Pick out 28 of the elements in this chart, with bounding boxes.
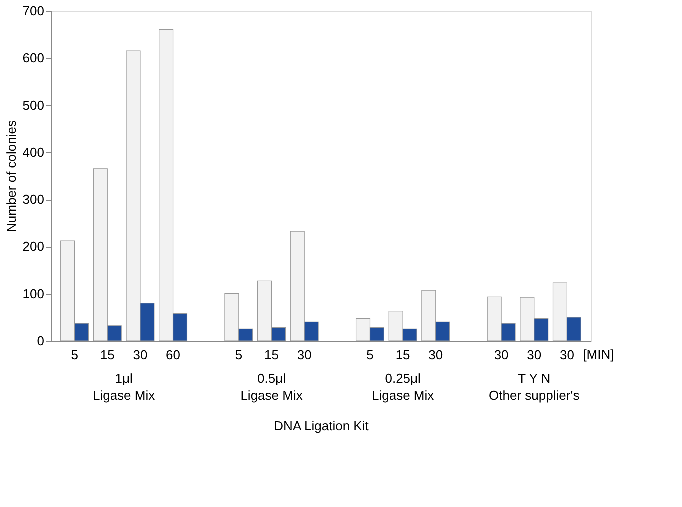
x-tick-label: 30 [133, 348, 148, 362]
text: 0.25μl Ligase Mix [372, 371, 435, 403]
x-tick-label: 30 [428, 348, 444, 362]
y-tick-label: 300 [22, 192, 44, 208]
y-tick-label: 100 [22, 286, 44, 302]
x-axis-title: DNA Ligation Kit [274, 418, 370, 434]
text: 1μl Ligase Mix [92, 371, 156, 403]
text: [MIN] [583, 347, 614, 362]
x-tick-label: 5 [71, 348, 78, 362]
y-tick-label: 400 [22, 144, 44, 160]
y-axis-title: Number of colonies [4, 120, 19, 232]
x-tick-label: 15 [396, 348, 410, 362]
y-tick-label: 600 [22, 50, 44, 66]
x-tick-label: 30 [527, 348, 542, 362]
x-tick-label: 5 [366, 348, 374, 362]
text: T Y N Other supplier's [489, 371, 580, 403]
x-tick-label: 30 [297, 348, 312, 362]
x-tick-label: 60 [166, 348, 181, 362]
y-tick-label: 500 [22, 98, 44, 113]
y-tick-label: 0 [37, 334, 44, 348]
x-tick-label: 30 [560, 348, 574, 362]
x-tick-label: 15 [100, 348, 115, 362]
y-tick-label: 200 [22, 239, 44, 254]
y-tick-label: 700 [22, 4, 44, 18]
text: 0.5μl Ligase Mix [240, 371, 304, 403]
x-tick-label: 15 [264, 348, 279, 362]
x-tick-label: 30 [494, 348, 509, 362]
x-tick-label: 5 [235, 348, 243, 362]
